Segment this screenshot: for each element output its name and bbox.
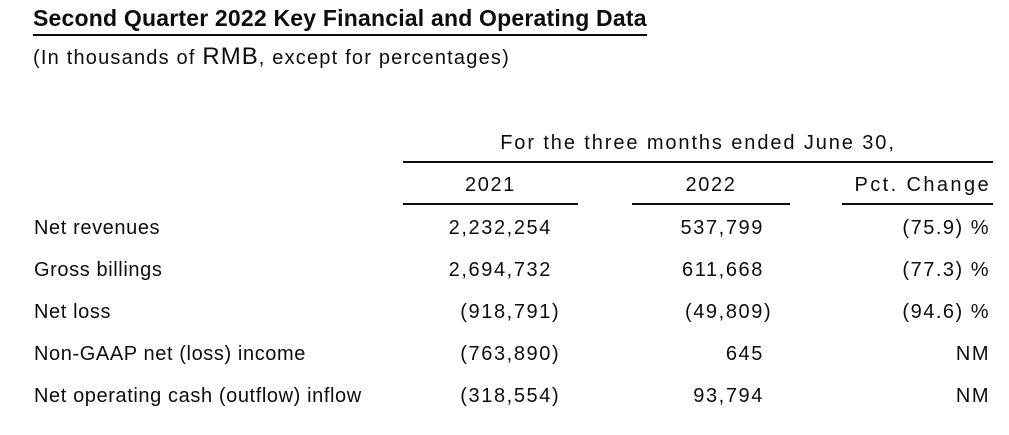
value-2021-number: 2,232,254 bbox=[448, 216, 552, 239]
value-2021: (918,791) bbox=[403, 301, 578, 324]
value-2022: 611,668 bbox=[632, 259, 790, 282]
page-title-text: Second Quarter 2022 Key Financial and Op… bbox=[33, 5, 647, 36]
value-2021: 2,232,254 bbox=[403, 217, 578, 240]
currency-label: RMB bbox=[202, 43, 259, 70]
value-2021: (318,554) bbox=[403, 385, 578, 408]
hanging-paren: ) bbox=[552, 300, 559, 323]
value-2022-number: 645 bbox=[725, 342, 764, 365]
value-pct-change: (75.9) % bbox=[902, 216, 990, 239]
table-rows: Net revenues 2,232,254 537,799 (75.9) % … bbox=[0, 207, 1009, 417]
value-pct-change: (77.3) % bbox=[902, 258, 990, 281]
column-header-2022: 2022 bbox=[632, 163, 790, 205]
value-2022: (49,809) bbox=[632, 301, 790, 324]
column-header-pct-change: Pct. Change bbox=[842, 163, 993, 205]
table-row: Net revenues 2,232,254 537,799 (75.9) % bbox=[0, 207, 1009, 249]
value-2022: 93,794 bbox=[632, 385, 790, 408]
row-label: Gross billings bbox=[34, 258, 163, 281]
value-2021-number: 2,694,732 bbox=[448, 258, 552, 281]
subtitle: (In thousands of RMB, except for percent… bbox=[33, 42, 510, 73]
value-2021: (763,890) bbox=[403, 343, 578, 366]
page-title: Second Quarter 2022 Key Financial and Op… bbox=[33, 5, 647, 36]
value-2022: 537,799 bbox=[632, 217, 790, 240]
row-label: Non-GAAP net (loss) income bbox=[34, 342, 306, 365]
value-2021-number: (318,554 bbox=[460, 384, 552, 407]
subtitle-suffix: , except for percentages) bbox=[258, 47, 510, 69]
table-span-header: For the three months ended June 30, bbox=[403, 125, 993, 163]
column-header-2021: 2021 bbox=[403, 163, 578, 205]
table-row: Non-GAAP net (loss) income (763,890) 645… bbox=[0, 333, 1009, 375]
row-label: Net operating cash (outflow) inflow bbox=[34, 384, 362, 407]
value-2022-number: 537,799 bbox=[680, 216, 764, 239]
hanging-paren: ) bbox=[552, 384, 559, 407]
table-row: Gross billings 2,694,732 611,668 (77.3) … bbox=[0, 249, 1009, 291]
hanging-paren: ) bbox=[764, 300, 771, 323]
value-2021: 2,694,732 bbox=[403, 259, 578, 282]
subtitle-prefix: (In thousands of bbox=[33, 47, 203, 69]
value-2022-number: 611,668 bbox=[681, 258, 764, 281]
value-2022-number: (49,809 bbox=[684, 300, 764, 323]
value-pct-change: (94.6) % bbox=[902, 300, 990, 323]
value-2022: 645 bbox=[632, 343, 790, 366]
column-gap bbox=[790, 163, 842, 205]
column-gap bbox=[578, 163, 632, 205]
value-pct-change: NM bbox=[955, 342, 990, 365]
value-2022-number: 93,794 bbox=[693, 384, 764, 407]
table-column-header-row: 2021 2022 Pct. Change bbox=[0, 163, 1009, 205]
row-label: Net loss bbox=[34, 300, 112, 323]
row-label: Net revenues bbox=[34, 216, 161, 239]
table-span-header-row: For the three months ended June 30, bbox=[0, 125, 1009, 163]
hanging-paren: ) bbox=[552, 342, 559, 365]
value-pct-change: NM bbox=[955, 384, 990, 407]
table-row: Net operating cash (outflow) inflow (318… bbox=[0, 375, 1009, 417]
span-header-spacer bbox=[0, 125, 403, 163]
table-row: Net loss (918,791) (49,809) (94.6) % bbox=[0, 291, 1009, 333]
column-header-spacer bbox=[0, 163, 403, 205]
financial-table: For the three months ended June 30, 2021… bbox=[0, 125, 1009, 417]
value-2021-number: (763,890 bbox=[460, 342, 552, 365]
value-2021-number: (918,791 bbox=[460, 300, 552, 323]
